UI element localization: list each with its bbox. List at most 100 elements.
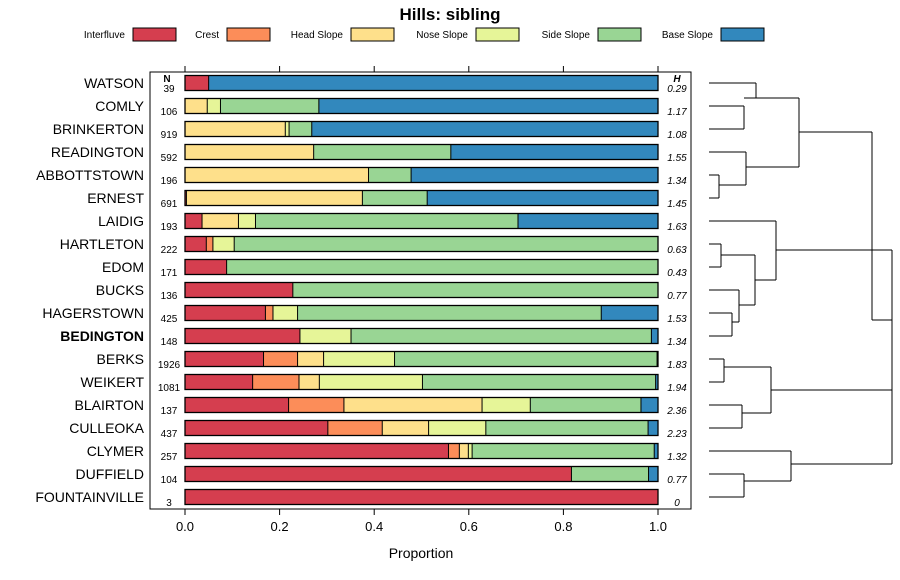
bar-segment-nose-slope [299, 328, 352, 344]
bar-segment-interfluve [185, 466, 572, 482]
row-entropy: 1.08 [667, 130, 687, 141]
bar-row: CLYMER 257 1.32 [87, 442, 687, 463]
bar-segment-side-slope [422, 374, 656, 390]
entropy-header: H [673, 74, 681, 85]
row-entropy: 1.94 [667, 383, 687, 394]
bar-segment-base-slope [654, 443, 658, 459]
row-count: 919 [161, 130, 178, 141]
bar-segment-interfluve [185, 190, 187, 206]
row-label: ERNEST [87, 190, 144, 206]
bar-outline [184, 488, 659, 506]
bar-segment-side-slope [571, 466, 649, 482]
bar-segment-interfluve [185, 75, 209, 91]
row-entropy: 1.53 [667, 314, 687, 325]
bar-segment-base-slope [208, 75, 658, 91]
bar-segment-interfluve [185, 213, 203, 229]
bar-row: BERKS 1926 1.83 [97, 350, 687, 371]
x-tick-label: 0.6 [460, 519, 478, 534]
row-entropy: 1.55 [667, 153, 687, 164]
bar-outline [184, 419, 659, 437]
bar-segment-side-slope [289, 121, 312, 137]
bar-outline [184, 212, 659, 230]
row-entropy: 1.45 [667, 199, 687, 210]
row-label: BRINKERTON [53, 121, 144, 137]
row-label: LAIDIG [98, 213, 144, 229]
x-tick-label: 1.0 [649, 519, 667, 534]
bar-segment-nose-slope [428, 420, 486, 436]
legend: Interfluve Crest Head Slope Nose Slope Side … [84, 27, 765, 42]
bar-row: HARTLETON 222 0.63 [60, 235, 687, 256]
row-label: BUCKS [96, 282, 144, 298]
bar-segment-nose-slope [238, 213, 256, 229]
bar-outline [184, 442, 659, 460]
row-entropy: 1.34 [667, 176, 687, 187]
row-label: DUFFIELD [76, 466, 144, 482]
bar-segment-side-slope [394, 351, 658, 367]
bar-segment-nose-slope [482, 397, 531, 413]
bar-segment-nose-slope [272, 305, 298, 321]
bar-outline [184, 396, 659, 414]
bar-segment-interfluve [185, 443, 449, 459]
legend-swatch [720, 27, 765, 42]
chart-title: Hills: sibling [399, 5, 500, 24]
row-label: HARTLETON [60, 236, 144, 252]
bar-segment-nose-slope [212, 236, 235, 252]
row-count: 39 [163, 84, 175, 95]
bar-row: HAGERSTOWN 425 1.53 [42, 304, 687, 325]
bar-segment-nose-slope [319, 374, 423, 390]
legend-label: Head Slope [291, 30, 344, 41]
row-entropy: 1.83 [667, 360, 687, 371]
bar-segment-base-slope [655, 374, 658, 390]
row-count: 196 [161, 176, 178, 187]
row-count: 136 [161, 291, 178, 302]
bar-outline [184, 258, 659, 276]
bar-outline [184, 97, 659, 115]
bar-outline [184, 350, 659, 368]
bar-segment-interfluve [185, 236, 207, 252]
bar-segment-base-slope [640, 397, 658, 413]
bar-segment-head-slope [343, 397, 483, 413]
row-label: CULLEOKA [69, 420, 144, 436]
row-entropy: 2.36 [666, 406, 687, 417]
row-count: 137 [161, 406, 178, 417]
bar-segment-crest [252, 374, 299, 390]
row-label: HAGERSTOWN [42, 305, 144, 321]
x-axis: 0.0 0.2 0.4 0.6 0.8 1.0 [176, 66, 667, 534]
bar-segment-side-slope [292, 282, 658, 298]
row-label: CLYMER [87, 443, 144, 459]
bar-segment-side-slope [234, 236, 658, 252]
bar-segment-side-slope [368, 167, 412, 183]
row-entropy: 2.23 [666, 429, 687, 440]
row-label: EDOM [102, 259, 144, 275]
bar-segment-base-slope [648, 420, 658, 436]
row-count: 1081 [158, 383, 181, 394]
bar-segment-side-slope [226, 259, 658, 275]
bar-row: BUCKS 136 0.77 [96, 281, 687, 302]
bar-segment-interfluve [185, 328, 300, 344]
row-entropy: 0.77 [667, 475, 687, 486]
row-label: WATSON [84, 75, 144, 91]
bar-segment-side-slope [313, 144, 451, 160]
row-count: 193 [161, 222, 178, 233]
bar-segment-side-slope [220, 98, 319, 114]
bar-segment-interfluve [185, 397, 289, 413]
bar-row: CULLEOKA 437 2.23 [69, 419, 687, 440]
bar-segment-nose-slope [323, 351, 395, 367]
bar-segment-interfluve [185, 282, 293, 298]
legend-swatch [350, 27, 395, 42]
bar-segment-side-slope [351, 328, 652, 344]
x-tick-label: 0.8 [554, 519, 572, 534]
bar-row: BRINKERTON 919 1.08 [53, 120, 687, 141]
row-label: BLAIRTON [74, 397, 144, 413]
bar-outline [184, 143, 659, 161]
x-tick-label: 0.2 [271, 519, 289, 534]
bar-segment-head-slope [382, 420, 429, 436]
legend-swatch [132, 27, 177, 42]
bar-segment-base-slope [311, 121, 658, 137]
plot-frame [149, 71, 692, 510]
legend-swatch [226, 27, 271, 42]
bar-row: DUFFIELD 104 0.77 [76, 465, 687, 486]
bar-segment-crest [288, 397, 344, 413]
bar-segment-head-slope [298, 374, 320, 390]
bar-outline [184, 74, 659, 92]
